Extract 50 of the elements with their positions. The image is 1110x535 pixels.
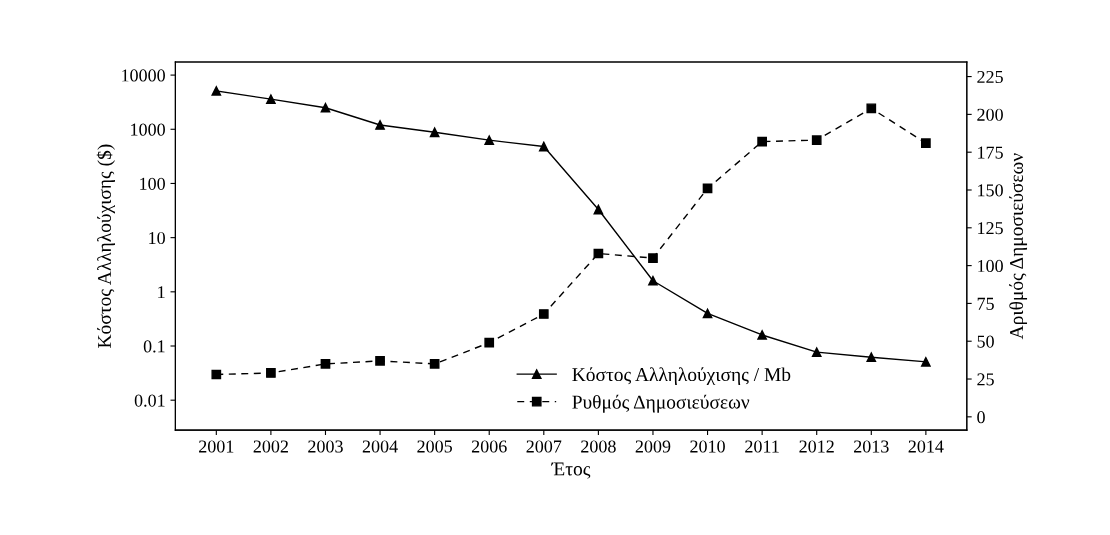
- y2-tick-label: 125: [978, 222, 1003, 235]
- point: [538, 141, 549, 152]
- point: [484, 135, 495, 146]
- y2-tick-label: 0: [977, 411, 985, 424]
- x-tick-label: 2011: [745, 440, 779, 453]
- legend-label: Ρυθμός Δημοσιεύσεων: [572, 394, 750, 413]
- x-axis-title: Έτος: [551, 462, 591, 479]
- x-tick-label: 2013: [854, 440, 889, 453]
- x-tick-label: 2006: [471, 440, 507, 453]
- x-tick-label: 2014: [908, 440, 944, 453]
- point: [266, 94, 276, 104]
- point: [811, 347, 822, 358]
- point: [593, 204, 604, 215]
- y-tick-label: 10: [149, 231, 165, 245]
- point: [648, 275, 658, 286]
- y2-tick-label: 50: [977, 335, 994, 348]
- y-axis-title: Κόστος Αλληλούχισης ($): [96, 144, 115, 348]
- y2-tick-label: 100: [978, 259, 1003, 273]
- y2-tick-label: 75: [977, 297, 994, 310]
- y2-tick-label: 200: [977, 108, 1003, 121]
- point: [866, 352, 877, 363]
- x-tick-label: 2009: [635, 440, 671, 453]
- x-tick-label: 2010: [690, 440, 725, 453]
- point: [320, 102, 331, 113]
- y2-tick-label: 175: [978, 146, 1003, 159]
- y-tick-label: 0.01: [134, 394, 165, 407]
- point: [757, 330, 767, 340]
- x-tick-label: 2012: [799, 440, 834, 453]
- y-tick-label: 0.1: [143, 340, 165, 353]
- y2-axis-title: Αριθμός Δημοσιεύσεων: [1009, 153, 1028, 340]
- point: [211, 86, 222, 96]
- point: [702, 308, 713, 319]
- x-tick-label: 2005: [417, 440, 452, 453]
- y-tick-label: 1: [158, 286, 165, 299]
- x-tick-label: 2004: [362, 440, 398, 453]
- point: [429, 127, 440, 138]
- y2-tick-label: 225: [977, 70, 1003, 84]
- x-tick-label: 2003: [308, 440, 343, 453]
- y2-tick-label: 25: [977, 373, 994, 386]
- x-tick-label: 2007: [526, 440, 562, 453]
- y-tick-label: 10000: [122, 69, 165, 82]
- legend-label: Κόστος Αλληλούχισης / Mb: [572, 367, 791, 386]
- x-tick-label: 2008: [581, 440, 616, 453]
- x-tick-label: 2001: [199, 440, 234, 453]
- y-tick-label: 1000: [131, 123, 165, 136]
- x-tick-label: 2002: [253, 440, 288, 453]
- y-tick-label: 100: [140, 177, 165, 190]
- y2-tick-label: 150: [978, 184, 1003, 197]
- point: [375, 120, 385, 130]
- point: [921, 356, 931, 367]
